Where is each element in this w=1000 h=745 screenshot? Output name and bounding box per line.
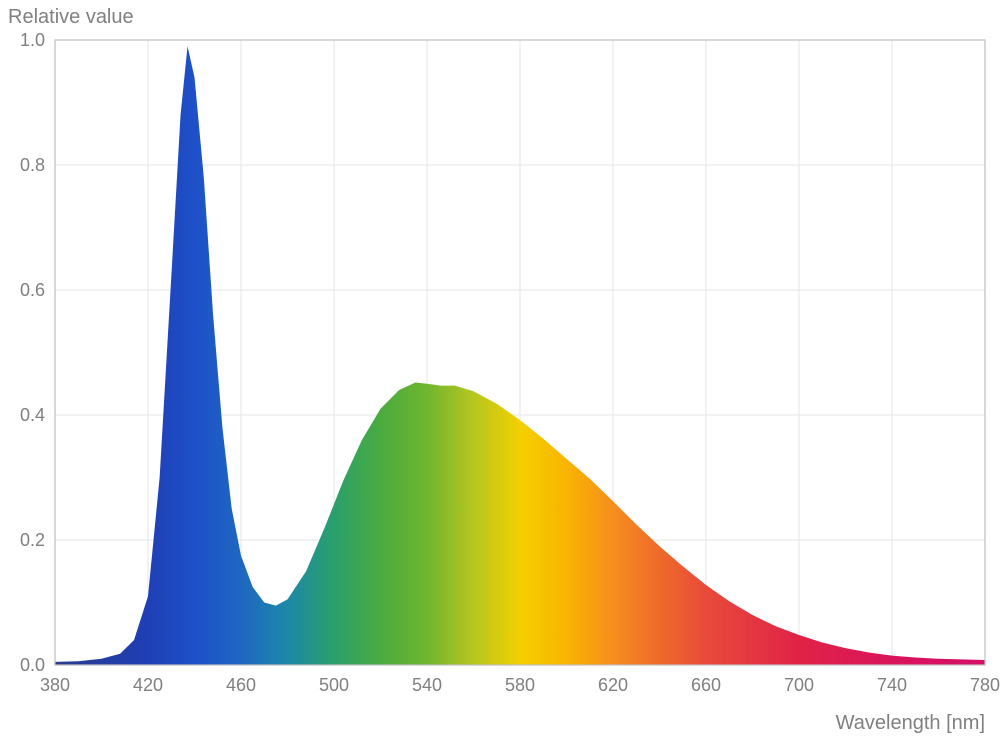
- plot-area: 380 420 460 500 540 580 620 660 700 740 780 0.0 0.2 0…: [0, 0, 1000, 745]
- y-tick-label: 0.6: [20, 280, 45, 300]
- spectrum-chart: Relative value Wavelength [nm] 380 420 460…: [0, 0, 1000, 745]
- y-tick-label: 0.0: [20, 655, 45, 675]
- y-tick-label: 1.0: [20, 30, 45, 50]
- y-tick-label: 0.4: [20, 405, 45, 425]
- y-tick-label: 0.2: [20, 530, 45, 550]
- x-tick-label: 380: [40, 675, 70, 695]
- x-tick-label: 660: [691, 675, 721, 695]
- x-axis-title: Wavelength [nm]: [836, 712, 985, 735]
- x-tick-label: 500: [319, 675, 349, 695]
- x-tick-label: 540: [412, 675, 442, 695]
- y-axis-title: Relative value: [8, 6, 134, 29]
- x-tick-label: 460: [226, 675, 256, 695]
- x-tick-label: 700: [784, 675, 814, 695]
- x-tick-label: 580: [505, 675, 535, 695]
- x-tick-label: 620: [598, 675, 628, 695]
- x-tick-label: 420: [133, 675, 163, 695]
- y-tick-label: 0.8: [20, 155, 45, 175]
- x-tick-label: 780: [970, 675, 1000, 695]
- x-tick-label: 740: [877, 675, 907, 695]
